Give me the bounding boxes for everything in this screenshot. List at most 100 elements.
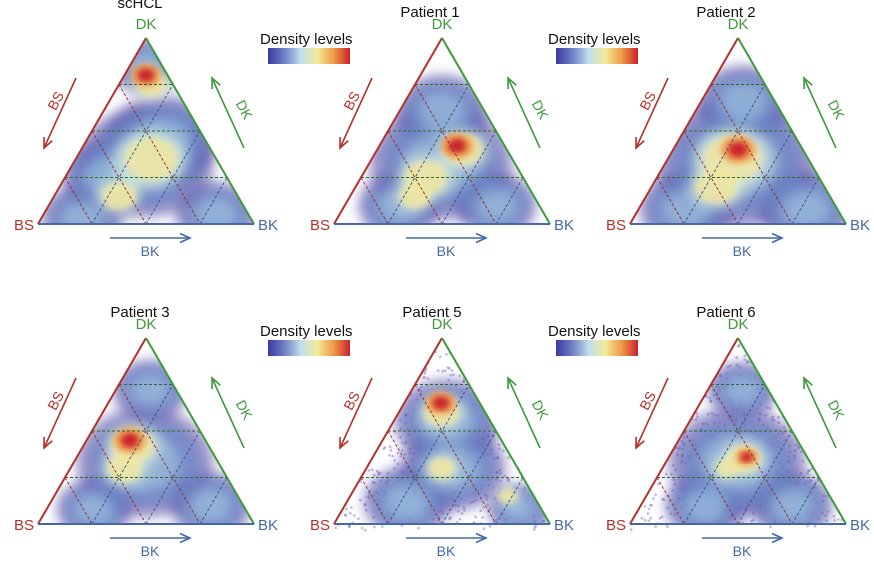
density-legend: Density levels <box>260 323 353 356</box>
scatter-point <box>348 525 351 529</box>
legend-colorbar <box>268 48 350 64</box>
arrow-bs-shaft <box>339 77 373 149</box>
scatter-point <box>399 454 403 458</box>
legend-colorbar <box>556 340 638 356</box>
scatter-point <box>370 468 374 472</box>
arrow-dk-shaft <box>211 77 245 149</box>
scatter-point <box>458 517 462 521</box>
ternary-panel-5: DK BS BK Patient 5 BS DK BK <box>310 304 574 559</box>
vertex-label-bs: BS <box>606 217 626 234</box>
scatter-point <box>481 516 484 519</box>
scatter-point <box>506 478 509 482</box>
scatter-point <box>640 516 644 520</box>
density-field <box>56 360 252 524</box>
scatter-point <box>348 511 352 515</box>
ternary-gridlines <box>360 384 524 525</box>
scatter-point <box>737 344 740 348</box>
scatter-point <box>448 367 451 370</box>
scatter-point <box>654 525 657 528</box>
scatter-point <box>647 507 651 511</box>
scatter-point <box>661 497 664 501</box>
arrow-label-bs: BS <box>340 389 363 413</box>
scatter-point <box>458 374 461 378</box>
edge-bs <box>333 337 443 525</box>
scatter-point <box>423 372 427 375</box>
density-legend: Density levels <box>548 31 641 64</box>
ternary-gridlines <box>360 84 524 225</box>
scatter-point <box>424 368 427 372</box>
arrow-bs-head <box>339 136 349 150</box>
scatter-point <box>344 513 347 517</box>
arrow-bk-head <box>771 532 784 544</box>
arrow-bk-head <box>475 232 488 244</box>
vertex-label-dk: DK <box>432 316 453 333</box>
arrow-bs-shaft <box>43 377 77 449</box>
arrow-dk-shaft <box>803 377 837 449</box>
arrow-bk-head <box>475 532 488 544</box>
scatter-point <box>737 343 741 347</box>
scatter-point <box>832 514 836 518</box>
scatter-point <box>813 524 817 528</box>
scatter-point <box>643 518 647 522</box>
scatter-point <box>807 469 811 473</box>
vertex-label-bs: BS <box>14 517 34 534</box>
legend-title: Density levels <box>548 31 641 48</box>
scatter-point <box>382 447 385 451</box>
scatter-point <box>423 376 427 379</box>
vertex-label-dk: DK <box>728 16 749 33</box>
scatter-point <box>375 469 379 473</box>
arrow-bk-head <box>179 232 192 244</box>
arrow-label-dk: DK <box>233 397 257 422</box>
arrow-bs-shaft <box>43 77 77 149</box>
arrow-bs-head <box>43 436 53 450</box>
arrow-dk-head <box>507 76 517 90</box>
scatter-point <box>455 520 459 524</box>
scatter-point <box>658 516 662 520</box>
scatter-point <box>372 473 376 477</box>
ternary-panel-4: DK BS BK Patient 3 BS DK BK <box>14 304 278 559</box>
vertex-label-bs: BS <box>310 217 330 234</box>
scatter-point <box>352 514 356 518</box>
scatter-point <box>452 373 455 377</box>
ternary-gridlines <box>656 384 820 525</box>
vertex-label-bk: BK <box>258 217 278 234</box>
scatter-point <box>388 454 391 457</box>
arrow-dk-head <box>803 376 813 390</box>
arrow-bk-head <box>179 532 192 544</box>
density-field <box>363 379 550 524</box>
scatter-point <box>436 369 440 373</box>
scatter-point <box>426 377 430 380</box>
scatter-point <box>443 369 447 373</box>
scatter-point <box>379 471 382 475</box>
scatter-point <box>664 472 668 476</box>
vertex-label-bk: BK <box>554 217 574 234</box>
scatter-point <box>769 525 772 529</box>
arrow-bs-head <box>43 136 53 150</box>
scatter-point <box>377 471 380 475</box>
arrow-label-bk: BK <box>733 543 752 559</box>
scatter-point <box>389 448 393 452</box>
scatter-point <box>833 519 837 522</box>
scatter-point <box>400 449 404 452</box>
scatter-point <box>359 498 362 502</box>
vertex-label-dk: DK <box>728 316 749 333</box>
scatter-point <box>486 503 489 507</box>
scatter-point <box>647 519 651 523</box>
scatter-point <box>533 525 537 529</box>
edge-bs <box>629 37 739 225</box>
vertex-label-bk: BK <box>850 217 870 234</box>
scatter-point <box>646 512 650 515</box>
scatter-point <box>497 443 501 447</box>
panel-title: Patient 2 <box>696 4 755 21</box>
edge-dk <box>737 37 847 225</box>
panel-title: scHCL <box>117 0 162 12</box>
vertex-label-bs: BS <box>310 517 330 534</box>
edge-dk <box>737 337 847 525</box>
scatter-point <box>348 524 351 528</box>
density-field <box>639 65 846 224</box>
arrow-label-bs: BS <box>636 89 659 113</box>
arrow-label-bk: BK <box>437 243 456 259</box>
scatter-point <box>806 524 810 528</box>
arrow-bk-head <box>771 232 784 244</box>
scatter-point <box>474 515 477 519</box>
